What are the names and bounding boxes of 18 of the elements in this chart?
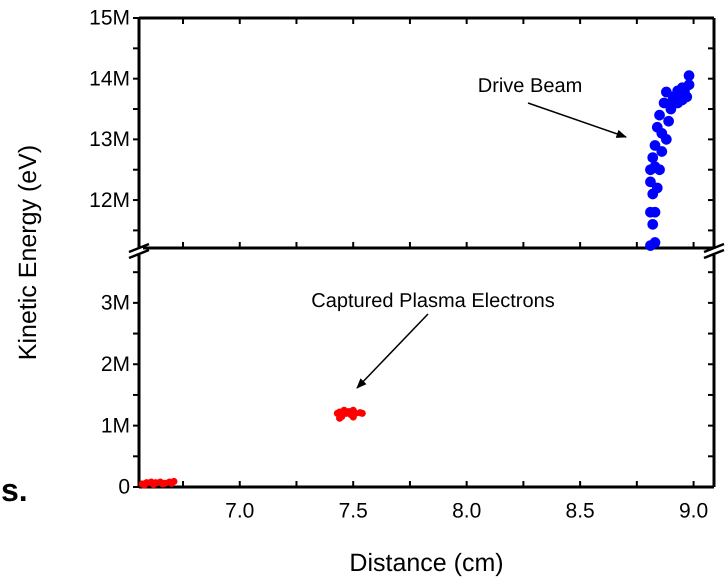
y-tick-label: 15M [89,6,130,30]
y-tick-label: 12M [89,188,130,212]
x-axis-title: Distance (cm) [349,549,504,577]
x-tick-label: 8.0 [452,499,482,522]
x-tick-label: 7.0 [225,499,254,522]
y-tick-label: 3M [100,292,130,315]
annotation: Captured Plasma Electrons [311,290,555,312]
x-tick-label: 7.5 [338,499,368,522]
annotation: Drive Beam [478,75,582,97]
text: s. [1,472,28,508]
x-tick-label: 8.5 [566,499,595,522]
x-tick-label: 9.0 [678,499,708,522]
y-tick-label: 14M [89,67,130,90]
y-tick-label: 1M [100,414,130,438]
y-axis-title: Kinetic Energy (eV) [14,144,42,360]
y-tick-label: 2M [100,352,130,376]
y-tick-label: 0 [118,476,130,499]
y-tick-label: 13M [89,128,130,152]
